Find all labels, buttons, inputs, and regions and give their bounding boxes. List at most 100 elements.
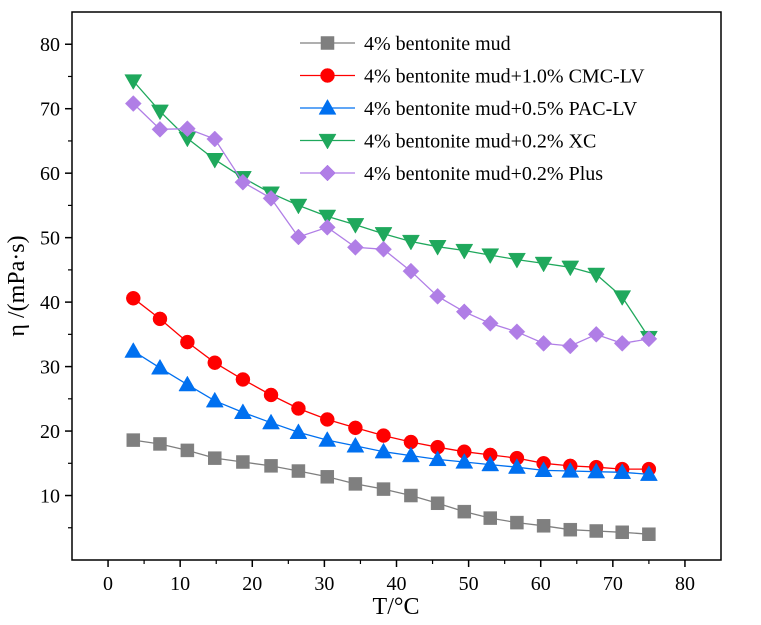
series-layer [124, 74, 658, 541]
data-point [206, 130, 224, 148]
data-point [235, 372, 251, 387]
data-point [289, 198, 308, 215]
y-tick-label: 70 [40, 99, 60, 121]
data-point [455, 303, 473, 321]
x-tick-label: 70 [603, 573, 623, 595]
data-point [639, 465, 658, 481]
series-2 [126, 290, 657, 477]
data-point [291, 401, 306, 416]
y-tick-label: 60 [40, 163, 60, 185]
legend-item-1: 4% bentonite mud [300, 33, 511, 55]
data-point [348, 420, 363, 436]
data-point [481, 315, 499, 332]
data-point [613, 290, 632, 306]
data-point [264, 459, 278, 473]
x-tick-label: 80 [675, 573, 695, 595]
legend-label: 4% bentonite mud+1.0% CMC-LV [364, 66, 645, 88]
legend-label: 4% bentonite mud+0.2% Plus [364, 163, 603, 185]
data-point [587, 325, 605, 343]
data-point [151, 358, 169, 375]
data-point [481, 248, 500, 265]
data-point [262, 189, 280, 207]
y-tick-label: 40 [40, 292, 60, 314]
legend-item-4: 4% bentonite mud+0.2% XC [300, 131, 596, 153]
legend-marker [320, 36, 335, 50]
legend-marker [318, 133, 337, 150]
data-point [589, 524, 603, 538]
data-point [289, 423, 308, 439]
data-point [563, 522, 578, 537]
data-point [151, 104, 169, 121]
x-tick-label: 10 [170, 573, 190, 595]
series-3 [124, 342, 658, 481]
x-tick-label: 60 [531, 573, 551, 595]
data-point [291, 464, 306, 478]
data-point [236, 455, 250, 469]
legend-marker [319, 164, 336, 182]
series-1 [126, 433, 656, 541]
data-point [507, 458, 526, 474]
y-tick-label: 30 [40, 357, 60, 379]
data-point [535, 335, 552, 352]
data-point [208, 451, 222, 465]
axes: 0 10 20 30 40 50 60 70 80 10 20 30 40 50 60 70 80 [40, 34, 695, 595]
data-point [374, 442, 393, 459]
x-axis-title: T/°C [373, 594, 420, 620]
data-point [536, 519, 551, 533]
data-point [178, 375, 197, 392]
legend-label: 4% bentonite mud+0.2% XC [364, 131, 596, 153]
y-tick-label: 50 [40, 228, 60, 250]
data-point [402, 262, 420, 280]
data-point [124, 342, 143, 358]
data-point [457, 504, 472, 519]
y-tick-label: 10 [40, 486, 60, 508]
data-point [483, 511, 497, 525]
data-point [376, 482, 391, 496]
data-point [561, 260, 580, 277]
data-point [376, 428, 391, 443]
data-point [151, 120, 169, 138]
data-point [510, 515, 524, 530]
legend-item-5: 4% bentonite mud+0.2% Plus [300, 163, 603, 185]
legend-marker [318, 98, 337, 115]
data-point [404, 488, 418, 503]
data-point [507, 252, 526, 269]
data-point [613, 335, 631, 352]
y-axis-title: η /(mPa·s) [4, 235, 30, 336]
data-point [401, 446, 420, 463]
legend-marker [320, 68, 335, 83]
data-point [318, 431, 337, 447]
data-point [561, 337, 579, 355]
series-5 [124, 95, 658, 355]
data-point [126, 290, 141, 306]
data-point [233, 403, 252, 419]
data-point [430, 496, 445, 511]
data-point [346, 436, 365, 453]
data-point [320, 470, 335, 484]
data-point [429, 287, 446, 305]
data-point [124, 74, 143, 90]
data-point [153, 437, 167, 451]
data-point [347, 238, 364, 256]
data-point [205, 153, 224, 169]
y-tick-label: 80 [40, 34, 60, 56]
data-point [428, 240, 447, 256]
legend: 4% bentonite mud 4% bentonite mud+1.0% CM… [300, 33, 645, 185]
data-point [613, 463, 632, 479]
data-point [290, 228, 307, 246]
data-point [640, 330, 658, 348]
data-point [207, 355, 223, 370]
data-point [234, 173, 252, 191]
legend-label: 4% bentonite mud+0.5% PAC-LV [364, 98, 638, 120]
x-tick-label: 0 [103, 573, 113, 595]
data-point [401, 234, 420, 251]
data-point [561, 462, 580, 478]
legend-label: 4% bentonite mud [364, 33, 511, 55]
data-point [318, 218, 336, 236]
data-point [375, 240, 392, 258]
x-tick-label: 30 [314, 573, 334, 595]
data-point [262, 413, 280, 430]
data-point [124, 95, 142, 112]
data-point [205, 391, 224, 408]
